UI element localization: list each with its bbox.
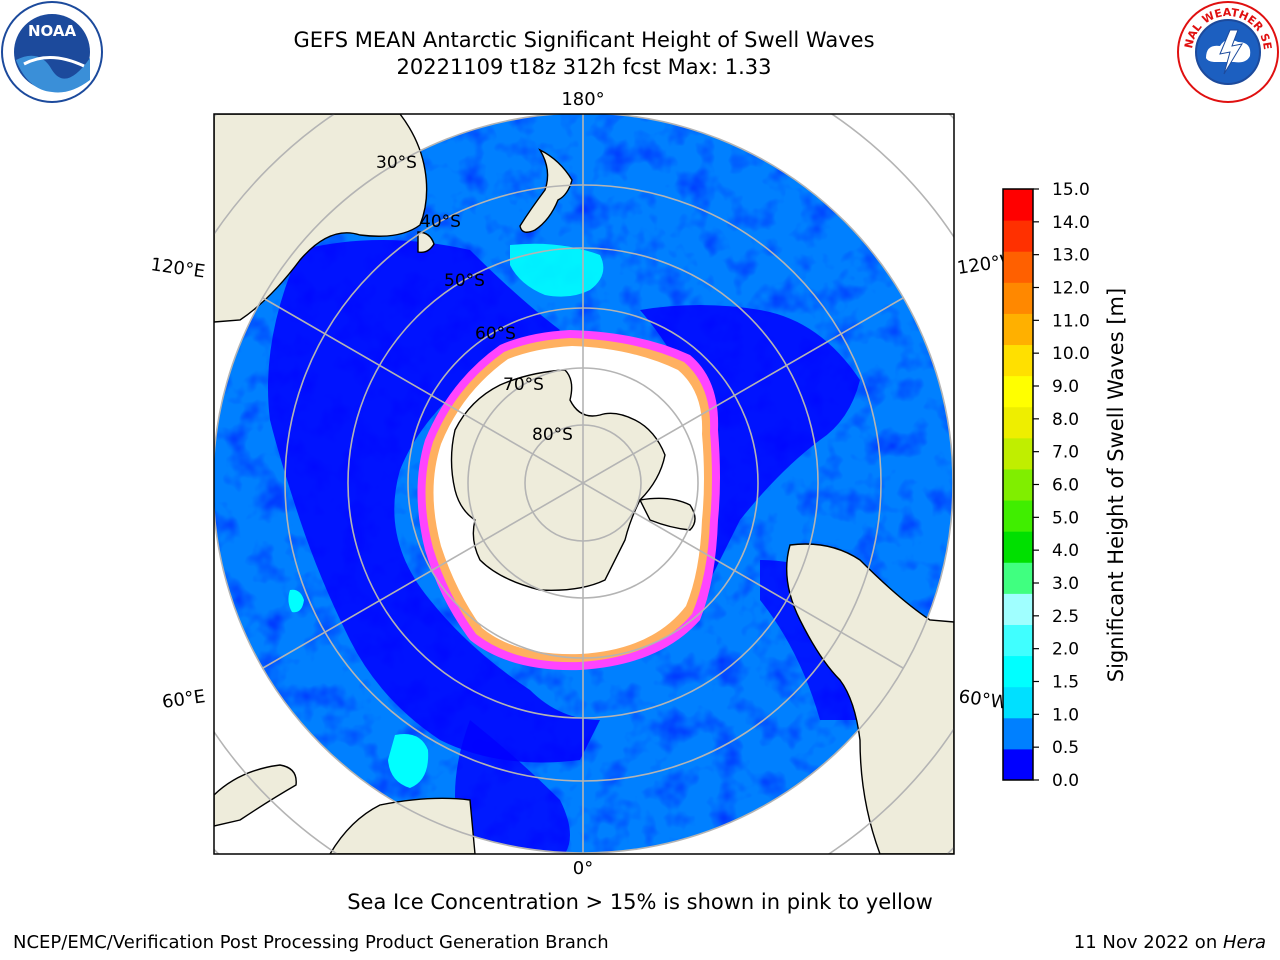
colorbar-tick-label: 9.0 bbox=[1052, 377, 1079, 397]
footer-date-text: 11 Nov 2022 on bbox=[1073, 932, 1223, 953]
footer-date: 11 Nov 2022 on Hera bbox=[1074, 932, 1266, 953]
footer-host: Hera bbox=[1222, 932, 1266, 953]
colorbar-tick-label: 1.5 bbox=[1052, 673, 1079, 693]
colorbar-tick-label: 7.0 bbox=[1052, 443, 1079, 463]
colorbar-segment bbox=[1003, 406, 1033, 439]
nws-logo: NATIONAL WEATHER SERVICE bbox=[1176, 0, 1279, 103]
noaa-logo-text: NOAA bbox=[28, 22, 77, 40]
colorbar-segment bbox=[1003, 375, 1033, 408]
south-america bbox=[785, 543, 954, 854]
colorbar-tick-label: 4.0 bbox=[1052, 541, 1079, 561]
lat-label-30s: 30°S bbox=[376, 153, 417, 173]
colorbar-tick-label: 2.0 bbox=[1052, 640, 1079, 660]
map-frame bbox=[213, 113, 955, 855]
colorbar-tick-label: 11.0 bbox=[1052, 311, 1090, 331]
lat-label-40s: 40°S bbox=[420, 212, 461, 232]
lon-label-180: 180° bbox=[561, 89, 604, 110]
land bbox=[214, 114, 954, 854]
colorbar-tick-label: 8.0 bbox=[1052, 410, 1079, 430]
colorbar-tick-label: 1.0 bbox=[1052, 705, 1079, 725]
colorbar-segment bbox=[1003, 344, 1033, 377]
new-zealand bbox=[519, 148, 573, 233]
colorbar-tick-label: 15.0 bbox=[1052, 180, 1090, 200]
colorbar-tick-label: 0.0 bbox=[1052, 771, 1079, 791]
colorbar-tick-label: 6.0 bbox=[1052, 476, 1079, 496]
colorbar-segment bbox=[1003, 717, 1033, 750]
colorbar-tick-label: 5.0 bbox=[1052, 508, 1079, 528]
lon-label-120e: 120°E bbox=[149, 254, 206, 282]
colorbar: 0.0 0.5 1.0 1.5 2.0 2.5 3.0 4.0 5.0 6.0 7.0 8.0 9.0 1… bbox=[1002, 180, 1090, 791]
graticule bbox=[214, 114, 954, 854]
lon-label-60w: 60°W bbox=[957, 686, 1009, 714]
lat-label-50s: 50°S bbox=[444, 271, 485, 291]
lon-label-60e: 60°E bbox=[161, 686, 207, 713]
madagascar bbox=[214, 764, 297, 827]
colorbar-segment bbox=[1003, 500, 1033, 532]
colorbar-segment bbox=[1003, 562, 1033, 594]
caption: Sea Ice Concentration > 15% is shown in … bbox=[347, 890, 933, 914]
lon-label-0: 0° bbox=[573, 858, 593, 879]
colorbar-tick-label: 12.0 bbox=[1052, 279, 1090, 299]
colorbar-segment bbox=[1003, 468, 1033, 501]
chart-subtitle: 20221109 t18z 312h fcst Max: 1.33 bbox=[396, 55, 772, 79]
antarctica bbox=[450, 369, 666, 591]
footer-credit: NCEP/EMC/Verification Post Processing Pr… bbox=[13, 932, 609, 953]
colorbar-segment bbox=[1003, 593, 1033, 625]
noaa-logo: NOAA bbox=[1, 1, 103, 103]
colorbar-tick-label: 10.0 bbox=[1052, 344, 1090, 364]
colorbar-tick-label: 2.5 bbox=[1052, 607, 1079, 627]
colorbar-segment bbox=[1003, 624, 1033, 657]
colorbar-tick-label: 14.0 bbox=[1052, 213, 1090, 233]
colorbar-segment bbox=[1003, 220, 1033, 252]
colorbar-segment bbox=[1003, 189, 1033, 221]
colorbar-segment bbox=[1003, 313, 1033, 346]
colorbar-segment bbox=[1003, 251, 1033, 283]
lat-label-80s: 80°S bbox=[532, 425, 573, 445]
colorbar-segment bbox=[1003, 531, 1033, 563]
colorbar-segment bbox=[1003, 748, 1033, 781]
colorbar-label: Significant Height of Swell Waves [m] bbox=[1104, 288, 1128, 682]
colorbar-segment bbox=[1003, 282, 1033, 314]
lat-label-70s: 70°S bbox=[503, 375, 544, 395]
chart-title: GEFS MEAN Antarctic Significant Height o… bbox=[293, 28, 875, 52]
swell-cyan-patches bbox=[288, 243, 604, 788]
africa bbox=[329, 797, 476, 854]
colorbar-segment bbox=[1003, 437, 1033, 470]
colorbar-tick-label: 3.0 bbox=[1052, 574, 1079, 594]
colorbar-tick-label: 0.5 bbox=[1052, 738, 1079, 758]
colorbar-segment bbox=[1003, 655, 1033, 688]
colorbar-tick-label: 13.0 bbox=[1052, 246, 1090, 266]
australia bbox=[214, 114, 428, 323]
colorbar-segment bbox=[1003, 686, 1033, 719]
lat-label-60s: 60°S bbox=[475, 324, 516, 344]
